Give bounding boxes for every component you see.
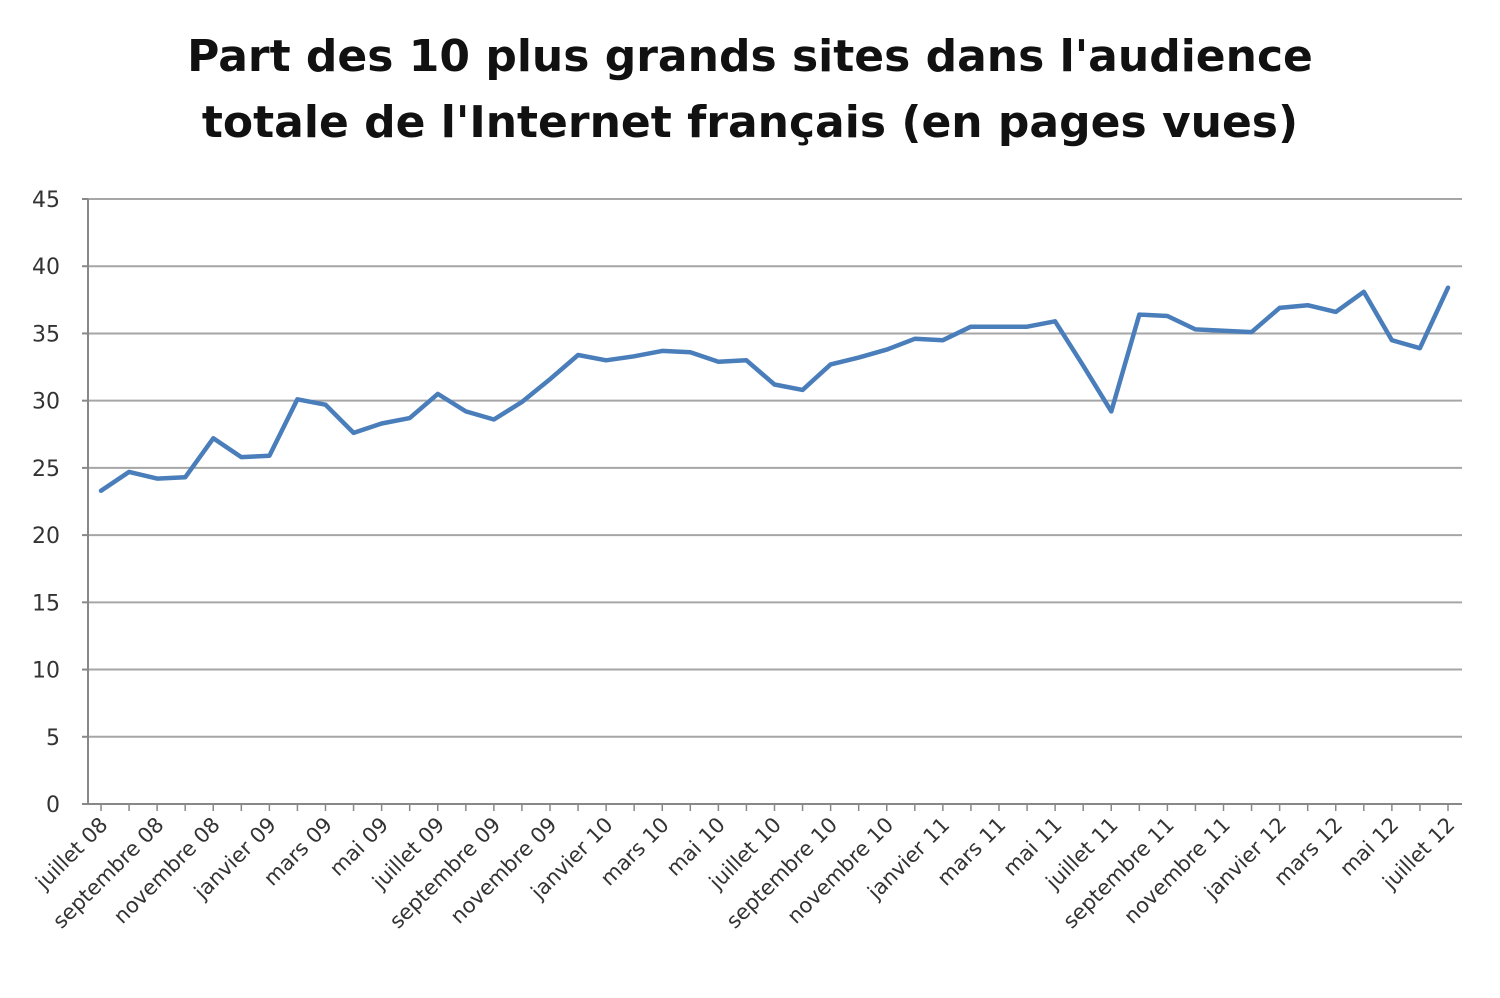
data-point	[238, 454, 244, 460]
data-point	[940, 337, 946, 343]
axes	[82, 198, 1462, 811]
data-point	[1164, 313, 1170, 319]
data-point	[407, 415, 413, 421]
data-point	[126, 469, 132, 475]
chart-title-line-2: totale de l'Internet français (en pages …	[201, 97, 1299, 148]
data-point	[1445, 285, 1451, 291]
data-point	[912, 336, 918, 342]
data-point	[98, 488, 104, 494]
data-point	[351, 430, 357, 436]
y-tick-label-20: 20	[32, 524, 60, 549]
gridlines	[88, 198, 1462, 738]
data-point	[1052, 318, 1058, 324]
series-line-0	[98, 285, 1451, 493]
y-tick-label-10: 10	[32, 659, 60, 684]
data-point	[547, 376, 553, 382]
data-point	[603, 357, 609, 363]
data-point	[1361, 289, 1367, 295]
y-tick-label-30: 30	[32, 390, 60, 415]
data-point	[210, 435, 216, 441]
data-point	[1136, 312, 1142, 318]
series-layer	[98, 285, 1451, 494]
data-point	[968, 324, 974, 330]
data-point	[1389, 337, 1395, 343]
data-point	[772, 382, 778, 388]
y-tick-label-35: 35	[32, 322, 60, 347]
data-point	[463, 408, 469, 414]
data-point	[1305, 302, 1311, 308]
y-tick-label-0: 0	[46, 793, 60, 818]
data-point	[491, 416, 497, 422]
data-point	[1221, 328, 1227, 334]
data-point	[154, 476, 160, 482]
data-point	[743, 357, 749, 363]
data-point	[294, 396, 300, 402]
data-point	[631, 353, 637, 359]
data-point	[1417, 345, 1423, 351]
data-point	[435, 391, 441, 397]
y-tick-label-15: 15	[32, 591, 60, 616]
data-point	[800, 387, 806, 393]
y-tick-label-40: 40	[32, 255, 60, 280]
data-point	[1080, 363, 1086, 369]
y-tick-labels: 0 5 10 15 20 25 30 35 40 45	[32, 188, 60, 818]
data-point	[575, 352, 581, 358]
y-tick-label-25: 25	[32, 457, 60, 482]
data-point	[659, 348, 665, 354]
data-point	[687, 349, 693, 355]
data-point	[323, 402, 329, 408]
data-point	[1192, 326, 1198, 332]
data-point	[715, 359, 721, 365]
y-tick-label-5: 5	[46, 726, 60, 751]
data-point	[1024, 324, 1030, 330]
data-point	[266, 453, 272, 459]
data-point	[828, 361, 834, 367]
data-point	[1277, 305, 1283, 311]
y-tick-label-45: 45	[32, 188, 60, 213]
data-point	[519, 399, 525, 405]
data-point	[1333, 309, 1339, 315]
data-point	[1108, 408, 1114, 414]
data-point	[1249, 329, 1255, 335]
chart-title: Part des 10 plus grands sites dans l'aud…	[0, 24, 1500, 156]
data-point	[884, 347, 890, 353]
data-point	[379, 421, 385, 427]
data-point	[996, 324, 1002, 330]
chart-title-line-1: Part des 10 plus grands sites dans l'aud…	[187, 31, 1313, 82]
data-point	[856, 355, 862, 361]
data-point	[182, 474, 188, 480]
